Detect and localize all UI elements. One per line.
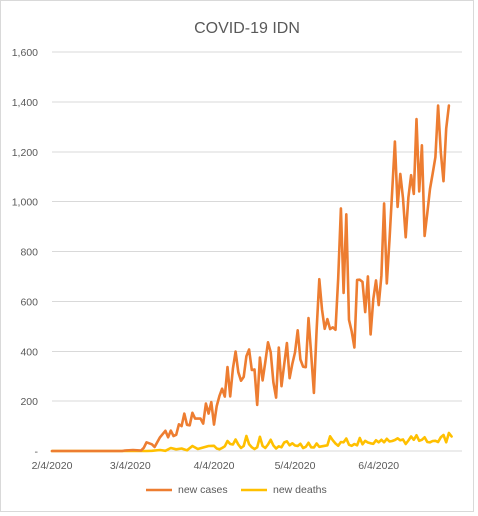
chart-title: COVID-19 IDN (194, 20, 300, 37)
y-tick-label: - (35, 446, 39, 458)
x-axis-labels: 2/4/2020 3/4/2020 4/4/2020 5/4/2020 6/4/2020 (32, 460, 400, 472)
y-axis-labels: - 200 400 600 800 1,000 1,200 1,400 1,600 (12, 47, 39, 458)
y-tick-label: 200 (20, 396, 38, 408)
legend-item-new-deaths: new deaths (241, 484, 327, 496)
y-tick-label: 1,000 (12, 197, 38, 209)
y-tick-label: 1,400 (12, 97, 38, 109)
x-tick-label: 5/4/2020 (275, 460, 316, 472)
x-tick-label: 4/4/2020 (194, 460, 235, 472)
legend-item-new-cases: new cases (146, 484, 228, 496)
series-lines (50, 104, 453, 453)
legend: new cases new deaths (146, 484, 327, 496)
y-tick-label: 800 (20, 247, 38, 259)
y-tick-label: 1,600 (12, 47, 38, 59)
series-line-new-cases (50, 104, 451, 453)
y-tick-label: 600 (20, 296, 38, 308)
y-tick-label: 400 (20, 346, 38, 358)
x-tick-label: 6/4/2020 (358, 460, 399, 472)
x-tick-label: 3/4/2020 (110, 460, 151, 472)
y-tick-label: 1,200 (12, 147, 38, 159)
legend-label: new deaths (273, 484, 327, 496)
x-tick-label: 2/4/2020 (32, 460, 73, 472)
series-line-new-deaths (50, 431, 453, 453)
legend-label: new cases (178, 484, 228, 496)
